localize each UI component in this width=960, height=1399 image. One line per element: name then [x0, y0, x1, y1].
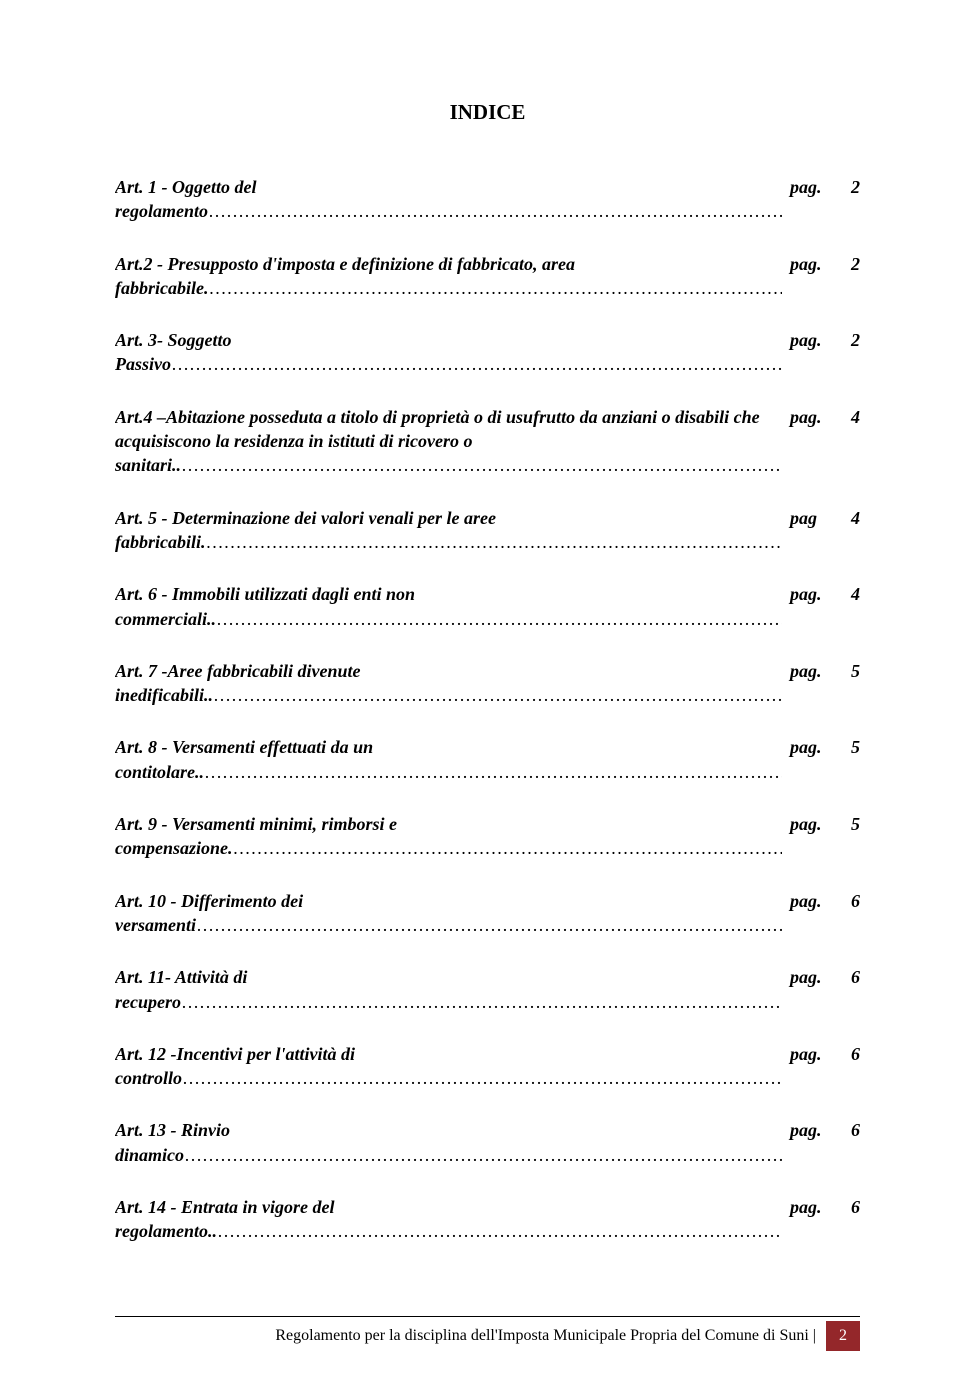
- toc-page-number: 5: [832, 812, 860, 836]
- toc-label: Art. 11- Attività di recupero: [115, 965, 782, 1014]
- toc-label-text: Art. 13 - Rinvio dinamico: [115, 1120, 230, 1164]
- toc-page-label: pag.: [782, 252, 832, 276]
- toc-label-text: Art. 11- Attività di recupero: [115, 967, 247, 1011]
- toc-label: Art. 14 - Entrata in vigore del regolame…: [115, 1195, 782, 1244]
- toc-label: Art. 6 - Immobili utilizzati dagli enti …: [115, 582, 782, 631]
- toc-label-text: Art. 1 - Oggetto del regolamento: [115, 177, 257, 221]
- toc-page-label: pag.: [782, 965, 832, 989]
- footer-text: Regolamento per la disciplina dell'Impos…: [115, 1327, 826, 1345]
- toc-page-label: pag.: [782, 659, 832, 683]
- toc-row: Art. 3- Soggetto Passivo pag.2: [115, 328, 860, 377]
- toc-page-number: 4: [832, 405, 860, 429]
- toc-row: Art. 6 - Immobili utilizzati dagli enti …: [115, 582, 860, 631]
- toc-page-number: 6: [832, 889, 860, 913]
- toc-page-label: pag.: [782, 889, 832, 913]
- toc-label-text: Art. 5 - Determinazione dei valori venal…: [115, 508, 496, 552]
- toc-label-text: Art. 3- Soggetto Passivo: [115, 330, 232, 374]
- page-footer: Regolamento per la disciplina dell'Impos…: [115, 1316, 860, 1351]
- toc-row: Art. 10 - Differimento dei versamenti pag…: [115, 889, 860, 938]
- toc-label-text: Art. 10 - Differimento dei versamenti: [115, 891, 303, 935]
- toc-page-number: 6: [832, 965, 860, 989]
- toc-page-label: pag: [782, 506, 832, 530]
- toc-label-text: Art. 14 - Entrata in vigore del regolame…: [115, 1197, 335, 1241]
- toc-page-label: pag.: [782, 175, 832, 199]
- page-title: INDICE: [115, 100, 860, 125]
- toc-label: Art. 10 - Differimento dei versamenti: [115, 889, 782, 938]
- toc-row: Art.4 –Abitazione posseduta a titolo di …: [115, 405, 860, 478]
- toc-row: Art. 14 - Entrata in vigore del regolame…: [115, 1195, 860, 1244]
- toc-label: Art. 8 - Versamenti effettuati da un con…: [115, 735, 782, 784]
- footer-page-badge: 2: [826, 1321, 860, 1351]
- toc-label: Art. 12 -Incentivi per l'attività di con…: [115, 1042, 782, 1091]
- toc-label: Art. 3- Soggetto Passivo: [115, 328, 782, 377]
- toc-label: Art.2 - Presupposto d'imposta e definizi…: [115, 252, 782, 301]
- toc-row: Art. 11- Attività di recupero pag.6: [115, 965, 860, 1014]
- toc-label: Art. 5 - Determinazione dei valori venal…: [115, 506, 782, 555]
- toc-row: Art. 8 - Versamenti effettuati da un con…: [115, 735, 860, 784]
- toc-page-number: 5: [832, 659, 860, 683]
- toc-row: Art. 1 - Oggetto del regolamento pag.2: [115, 175, 860, 224]
- toc-page-label: pag.: [782, 1195, 832, 1219]
- toc-label: Art. 1 - Oggetto del regolamento: [115, 175, 782, 224]
- toc-page-number: 6: [832, 1118, 860, 1142]
- toc-row: Art.2 - Presupposto d'imposta e definizi…: [115, 252, 860, 301]
- toc-label-text: Art.4 –Abitazione posseduta a titolo di …: [115, 407, 760, 476]
- toc-page-label: pag.: [782, 582, 832, 606]
- toc-page-number: 5: [832, 735, 860, 759]
- toc-label-text: Art. 9 - Versamenti minimi, rimborsi e c…: [115, 814, 397, 858]
- toc-page-number: 6: [832, 1042, 860, 1066]
- toc-page-label: pag.: [782, 328, 832, 352]
- table-of-contents: Art. 1 - Oggetto del regolamentopag.2Art…: [115, 175, 860, 1244]
- toc-label: Art.4 –Abitazione posseduta a titolo di …: [115, 405, 782, 478]
- toc-row: Art. 13 - Rinvio dinamico pag.6: [115, 1118, 860, 1167]
- toc-label-text: Art.2 - Presupposto d'imposta e definizi…: [115, 254, 575, 298]
- toc-page-label: pag.: [782, 1118, 832, 1142]
- toc-label-text: Art. 8 - Versamenti effettuati da un con…: [115, 737, 373, 781]
- toc-page-number: 2: [832, 175, 860, 199]
- toc-label-text: Art. 6 - Immobili utilizzati dagli enti …: [115, 584, 415, 628]
- toc-row: Art. 9 - Versamenti minimi, rimborsi e c…: [115, 812, 860, 861]
- toc-row: Art. 12 -Incentivi per l'attività di con…: [115, 1042, 860, 1091]
- toc-label: Art. 9 - Versamenti minimi, rimborsi e c…: [115, 812, 782, 861]
- page-body: INDICE Art. 1 - Oggetto del regolamento p…: [0, 0, 960, 1244]
- toc-page-number: 4: [832, 506, 860, 530]
- toc-page-label: pag.: [782, 812, 832, 836]
- toc-row: Art. 7 -Aree fabbricabili divenute inedi…: [115, 659, 860, 708]
- toc-page-label: pag.: [782, 405, 832, 429]
- toc-row: Art. 5 - Determinazione dei valori venal…: [115, 506, 860, 555]
- toc-page-number: 4: [832, 582, 860, 606]
- toc-label: Art. 13 - Rinvio dinamico: [115, 1118, 782, 1167]
- toc-page-number: 2: [832, 252, 860, 276]
- toc-page-label: pag.: [782, 735, 832, 759]
- toc-label: Art. 7 -Aree fabbricabili divenute inedi…: [115, 659, 782, 708]
- toc-page-number: 6: [832, 1195, 860, 1219]
- toc-page-label: pag.: [782, 1042, 832, 1066]
- toc-page-number: 2: [832, 328, 860, 352]
- toc-label-text: Art. 7 -Aree fabbricabili divenute inedi…: [115, 661, 360, 705]
- toc-label-text: Art. 12 -Incentivi per l'attività di con…: [115, 1044, 355, 1088]
